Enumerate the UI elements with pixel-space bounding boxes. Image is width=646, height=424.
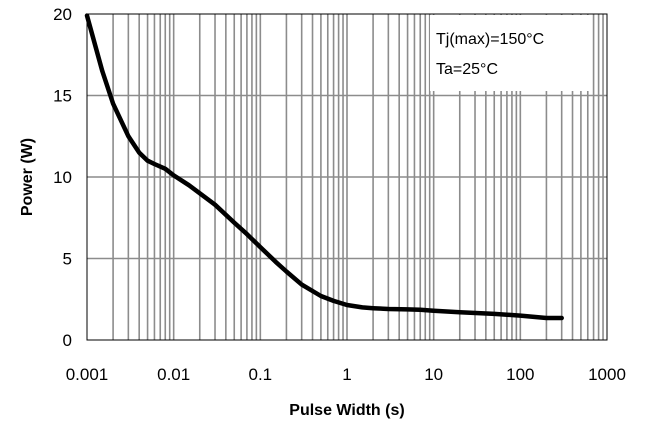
x-tick-label: 0.1 — [249, 365, 273, 384]
x-axis-title: Pulse Width (s) — [289, 402, 404, 419]
y-tick-label: 5 — [63, 250, 72, 269]
x-tick-labels: 0.001 0.01 0.1 1 10 100 1000 — [66, 365, 626, 384]
plot-frame — [86, 13, 608, 341]
x-tick-label: 1 — [342, 365, 351, 384]
y-tick-label: 20 — [53, 5, 72, 24]
x-tick-label: 10 — [424, 365, 443, 384]
y-tick-labels: 0 5 10 15 20 — [53, 5, 72, 350]
y-tick-label: 15 — [53, 87, 72, 106]
annotation-tj-max: Tj(max)=150°C — [436, 31, 544, 48]
x-tick-label: 1000 — [588, 365, 626, 384]
y-axis-title: Power (W) — [19, 138, 36, 216]
grid-lines — [87, 14, 607, 340]
y-tick-label: 0 — [63, 331, 72, 350]
series-layer — [84, 13, 564, 321]
x-tick-label: 100 — [506, 365, 534, 384]
annotation-ta: Ta=25°C — [436, 61, 498, 78]
annotation-background — [430, 15, 592, 91]
x-tick-label: 0.01 — [157, 365, 190, 384]
y-tick-label: 10 — [53, 168, 72, 187]
series-line — [84, 13, 564, 321]
x-tick-label: 0.001 — [66, 365, 109, 384]
annotation-box: Tj(max)=150°C Ta=25°C — [430, 15, 592, 91]
